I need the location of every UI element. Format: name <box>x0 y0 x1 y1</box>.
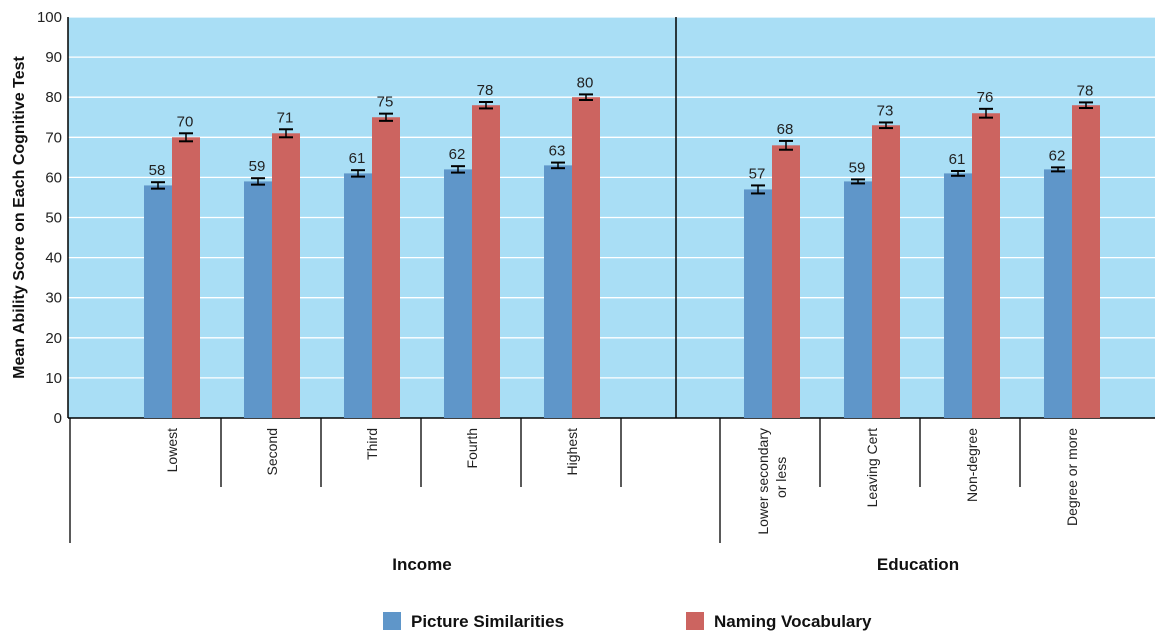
bar-naming-vocabulary <box>772 145 800 418</box>
data-label: 70 <box>177 113 194 130</box>
legend-swatch <box>686 612 704 630</box>
bar-picture-similarities <box>1044 169 1072 418</box>
y-tick-label: 20 <box>45 330 62 347</box>
y-tick-label: 10 <box>45 370 62 387</box>
category-label: Fourth <box>464 428 480 468</box>
bar-picture-similarities <box>344 173 372 418</box>
y-tick-label: 40 <box>45 250 62 267</box>
bar-naming-vocabulary <box>972 113 1000 419</box>
bar-naming-vocabulary <box>572 97 600 418</box>
bar-naming-vocabulary <box>172 137 200 419</box>
data-label: 57 <box>749 165 766 182</box>
data-label: 59 <box>849 159 866 176</box>
category-label: Leaving Cert <box>864 428 880 507</box>
data-label: 58 <box>149 162 166 179</box>
legend-label: Naming Vocabulary <box>714 612 872 631</box>
data-label: 76 <box>977 89 994 106</box>
category-label: Third <box>364 428 380 460</box>
data-label: 78 <box>477 82 494 99</box>
category-label: Highest <box>564 428 580 476</box>
data-label: 61 <box>949 151 966 168</box>
bar-naming-vocabulary <box>1072 105 1100 418</box>
bar-picture-similarities <box>444 169 472 418</box>
legend-label: Picture Similarities <box>411 612 564 631</box>
data-label: 62 <box>1049 147 1066 164</box>
data-label: 71 <box>277 109 294 126</box>
bar-picture-similarities <box>144 185 172 418</box>
y-tick-label: 70 <box>45 129 62 146</box>
data-label: 68 <box>777 121 794 138</box>
y-tick-label: 30 <box>45 290 62 307</box>
data-label: 75 <box>377 94 394 111</box>
category-label: Non-degree <box>964 428 980 502</box>
data-label: 73 <box>877 102 894 119</box>
bar-naming-vocabulary <box>472 105 500 418</box>
category-label: Second <box>264 428 280 475</box>
bar-picture-similarities <box>944 173 972 418</box>
y-axis-label: Mean Ability Score on Each Cognitive Tes… <box>11 55 28 378</box>
data-label: 61 <box>349 150 366 167</box>
bar-picture-similarities <box>544 165 572 418</box>
data-label: 63 <box>549 143 566 160</box>
data-label: 80 <box>577 74 594 91</box>
data-label: 62 <box>449 146 466 163</box>
y-tick-label: 100 <box>37 9 62 26</box>
category-label: Lowest <box>164 428 180 472</box>
y-tick-label: 90 <box>45 49 62 66</box>
data-label: 78 <box>1077 82 1094 99</box>
group-label: Income <box>392 555 452 574</box>
bar-naming-vocabulary <box>872 125 900 419</box>
data-label: 59 <box>249 158 266 175</box>
y-tick-label: 50 <box>45 210 62 227</box>
y-tick-label: 80 <box>45 89 62 106</box>
y-tick-label: 60 <box>45 169 62 186</box>
bar-naming-vocabulary <box>372 117 400 418</box>
group-label: Education <box>877 555 959 574</box>
bar-picture-similarities <box>244 181 272 418</box>
category-label: Lower secondary or less <box>755 428 789 535</box>
y-tick-label: 0 <box>54 410 62 427</box>
legend-swatch <box>383 612 401 630</box>
bar-picture-similarities <box>844 181 872 418</box>
category-label: Degree or more <box>1064 428 1080 526</box>
bar-naming-vocabulary <box>272 133 300 419</box>
bar-picture-similarities <box>744 189 772 418</box>
